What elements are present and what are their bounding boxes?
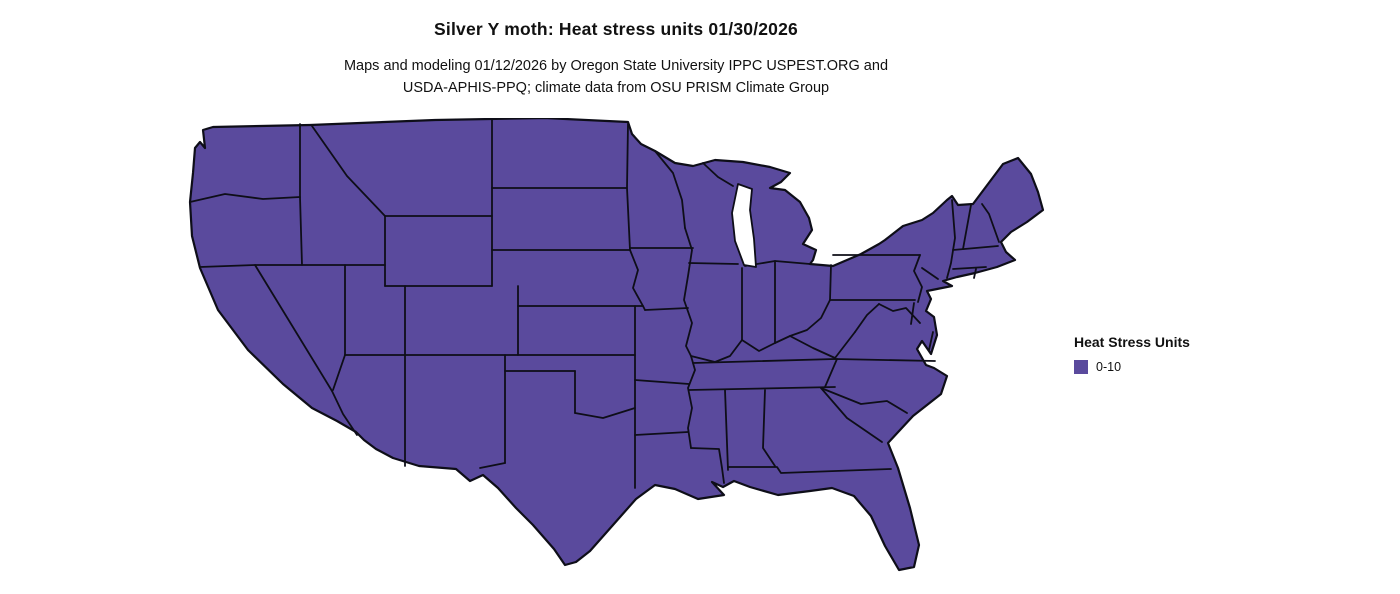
legend-item-label: 0-10 <box>1096 360 1122 374</box>
legend-item: 0-10 <box>1074 360 1190 374</box>
subtitle-line-2: USDA-APHIS-PPQ; climate data from OSU PR… <box>402 80 830 96</box>
us-map-svg <box>188 118 1045 572</box>
us-outline <box>188 118 1045 572</box>
legend-color-swatch <box>1074 360 1088 374</box>
us-choropleth-map <box>185 118 1050 590</box>
lake-michigan <box>731 183 757 268</box>
state-borders <box>189 119 1000 489</box>
plot-subtitle: Maps and modeling 01/12/2026 by Oregon S… <box>0 55 1232 99</box>
subtitle-line-1: Maps and modeling 01/12/2026 by Oregon S… <box>343 58 889 74</box>
page-title: Silver Y moth: Heat stress units 01/30/2… <box>434 19 798 39</box>
legend-title: Heat Stress Units <box>1074 334 1190 350</box>
map-legend: Heat Stress Units 0-10 <box>1074 334 1190 374</box>
